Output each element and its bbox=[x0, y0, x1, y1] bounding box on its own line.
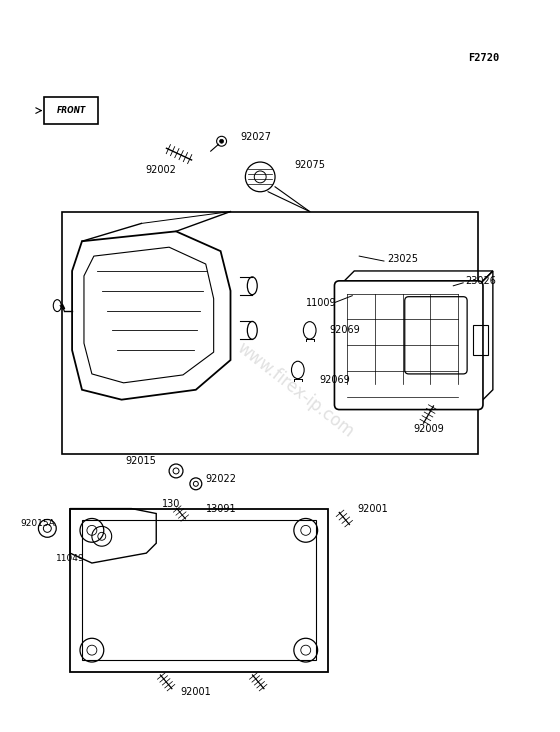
Text: FRONT: FRONT bbox=[57, 106, 86, 115]
Bar bbox=[70, 509, 328, 672]
Text: 23025: 23025 bbox=[387, 254, 418, 264]
Text: 92015: 92015 bbox=[125, 456, 156, 466]
Text: 11009: 11009 bbox=[306, 298, 337, 307]
Bar bbox=[82, 520, 316, 660]
Text: F2720: F2720 bbox=[468, 53, 500, 63]
Text: 11049: 11049 bbox=[56, 553, 85, 563]
Text: 92001: 92001 bbox=[180, 687, 211, 697]
Circle shape bbox=[220, 139, 223, 143]
Text: 13091: 13091 bbox=[206, 504, 236, 514]
Text: 92009: 92009 bbox=[413, 425, 444, 434]
FancyBboxPatch shape bbox=[405, 296, 467, 374]
Text: 92002: 92002 bbox=[146, 165, 176, 175]
Text: 92015A: 92015A bbox=[21, 519, 55, 528]
Text: www.firex-ip.com: www.firex-ip.com bbox=[233, 339, 357, 441]
Text: 92022: 92022 bbox=[206, 474, 237, 484]
FancyBboxPatch shape bbox=[44, 97, 98, 124]
Text: 92001: 92001 bbox=[357, 504, 388, 514]
FancyBboxPatch shape bbox=[334, 281, 483, 410]
Text: 92027: 92027 bbox=[240, 132, 272, 142]
Text: 23026: 23026 bbox=[465, 276, 496, 286]
Text: 92069: 92069 bbox=[320, 375, 351, 385]
Text: 130: 130 bbox=[162, 498, 180, 509]
Text: 92069: 92069 bbox=[329, 325, 360, 335]
Bar bbox=[473, 326, 488, 355]
Text: 92075: 92075 bbox=[295, 160, 326, 170]
